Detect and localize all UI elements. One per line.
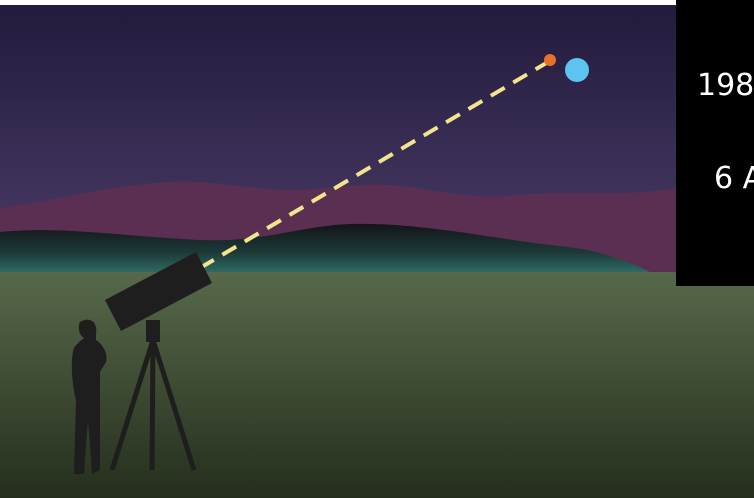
caption-line: 198 bbox=[697, 68, 754, 103]
caption-panel bbox=[676, 0, 754, 286]
illustration: 198 6 A bbox=[0, 0, 754, 498]
caption-line: 6 A bbox=[714, 161, 754, 196]
star-orange bbox=[544, 54, 556, 66]
star-blue bbox=[565, 58, 589, 82]
